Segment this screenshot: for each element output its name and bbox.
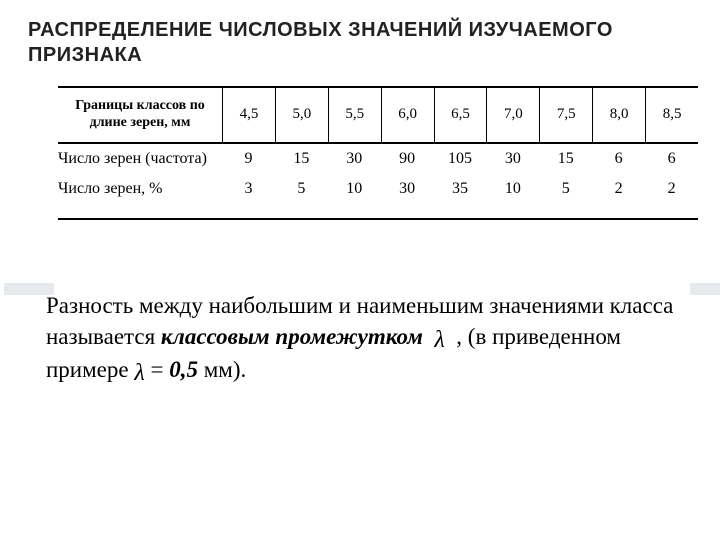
header-cell: 4,5 xyxy=(222,88,275,142)
lambda-symbol: λ xyxy=(134,357,144,389)
data-cell: 30 xyxy=(486,150,539,168)
caption-paragraph: Разность между наибольшим и наименьшим з… xyxy=(28,290,692,386)
data-cell: 30 xyxy=(381,180,434,198)
caption-term: классовым промежутком xyxy=(161,324,423,349)
row-label: Число зерен, % xyxy=(58,180,222,198)
header-row-label: Границы классов по длине зерен, мм xyxy=(58,88,222,142)
table-row: Число зерен, %3510303510522 xyxy=(58,174,698,204)
data-cell: 3 xyxy=(222,180,275,198)
data-cell: 5 xyxy=(275,180,328,198)
data-cell: 35 xyxy=(434,180,487,198)
scan-artifact xyxy=(4,283,54,295)
header-cell: 8,0 xyxy=(592,88,645,142)
caption-unit: мм). xyxy=(198,357,246,382)
header-cell: 7,0 xyxy=(486,88,539,142)
header-values: 4,55,05,56,06,57,07,58,08,5 xyxy=(222,88,698,142)
page-title: РАСПРЕДЕЛЕНИЕ ЧИСЛОВЫХ ЗНАЧЕНИЙ ИЗУЧАЕМО… xyxy=(28,18,692,68)
data-cell: 6 xyxy=(645,150,698,168)
table-body: Число зерен (час­тота)9153090105301566Чи… xyxy=(58,144,698,205)
header-cell: 5,0 xyxy=(275,88,328,142)
data-cell: 10 xyxy=(328,180,381,198)
caption-text: = xyxy=(145,357,169,382)
data-cell: 6 xyxy=(592,150,645,168)
table-row: Число зерен (час­тота)9153090105301566 xyxy=(58,144,698,174)
data-cell: 10 xyxy=(486,180,539,198)
table-header-row: Границы классов по длине зерен, мм 4,55,… xyxy=(58,88,698,144)
scan-artifact xyxy=(690,283,720,295)
data-cell: 15 xyxy=(539,150,592,168)
header-cell: 7,5 xyxy=(539,88,592,142)
header-cell: 8,5 xyxy=(645,88,698,142)
header-cell: 5,5 xyxy=(328,88,381,142)
row-values: 3510303510522 xyxy=(222,180,698,198)
lambda-symbol: λ xyxy=(434,324,444,356)
header-cell: 6,5 xyxy=(434,88,487,142)
data-cell: 30 xyxy=(328,150,381,168)
distribution-table: Границы классов по длине зерен, мм 4,55,… xyxy=(58,86,698,220)
data-cell: 2 xyxy=(645,180,698,198)
header-cell: 6,0 xyxy=(381,88,434,142)
data-cell: 2 xyxy=(592,180,645,198)
data-cell: 5 xyxy=(539,180,592,198)
row-label: Число зерен (час­тота) xyxy=(58,150,222,168)
caption-value: 0,5 xyxy=(169,357,198,382)
data-cell: 105 xyxy=(434,150,487,168)
data-cell: 15 xyxy=(275,150,328,168)
row-values: 9153090105301566 xyxy=(222,150,698,168)
data-cell: 9 xyxy=(222,150,275,168)
data-cell: 90 xyxy=(381,150,434,168)
